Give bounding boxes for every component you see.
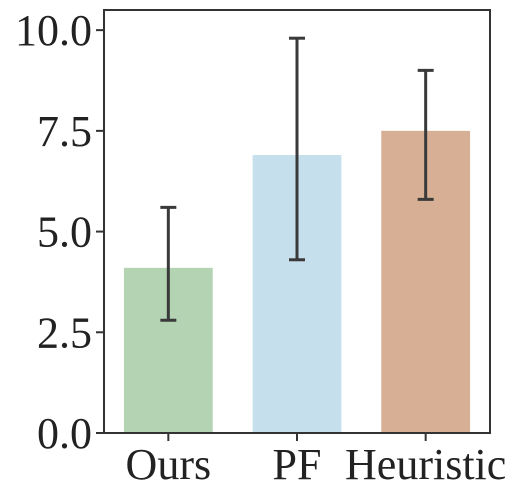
error-bars-layer (160, 36, 434, 322)
y-axis: 0.0 2.5 5.0 7.5 10.0 (15, 6, 104, 458)
x-axis: Ours PF Heuristic (126, 433, 506, 489)
x-tick-label-heuristic: Heuristic (345, 440, 506, 489)
x-tick-label-ours: Ours (126, 440, 212, 489)
y-tick-label: 5.0 (37, 208, 92, 257)
error-bar-ours (160, 205, 177, 322)
y-tick-label: 7.5 (37, 107, 92, 156)
error-bar-heuristic (417, 68, 434, 201)
x-tick-label-pf: PF (273, 440, 322, 489)
y-tick-label: 10.0 (15, 6, 92, 55)
y-tick-label: 0.0 (37, 409, 92, 458)
y-tick-label: 2.5 (37, 308, 92, 357)
error-bar-pf (289, 36, 305, 262)
